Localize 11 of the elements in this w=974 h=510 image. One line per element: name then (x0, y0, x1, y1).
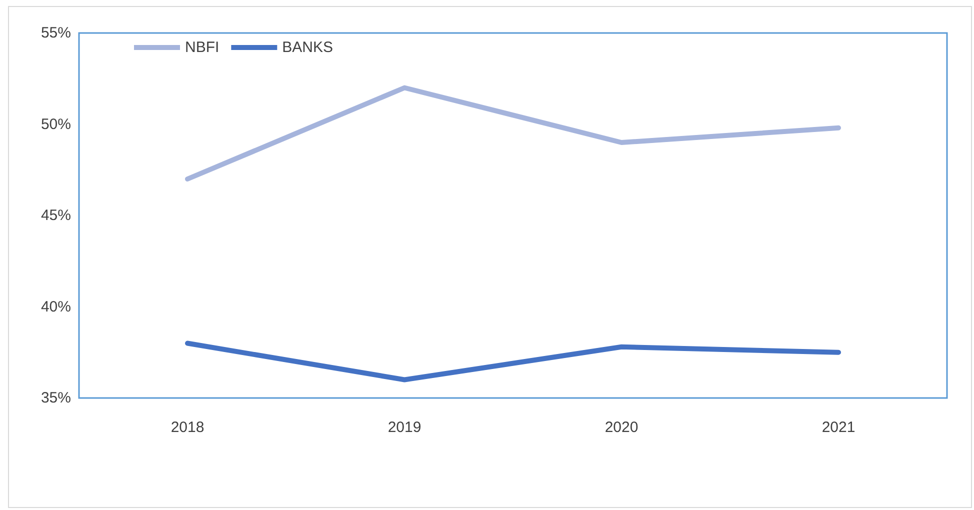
y-tick-label: 40% (40, 298, 71, 316)
x-tick-label: 2020 (604, 419, 638, 436)
y-tick-label: 35% (40, 390, 71, 406)
x-tick-label: 2018 (170, 419, 204, 436)
legend-label: BANKS (282, 39, 334, 56)
legend-label: NBFI (185, 39, 220, 56)
y-tick-label: 55% (40, 24, 71, 42)
y-tick-label: 50% (40, 116, 71, 133)
x-tick-label: 2019 (388, 419, 422, 436)
x-tick-label: 2021 (822, 419, 856, 436)
y-tick-label: 45% (40, 207, 71, 224)
